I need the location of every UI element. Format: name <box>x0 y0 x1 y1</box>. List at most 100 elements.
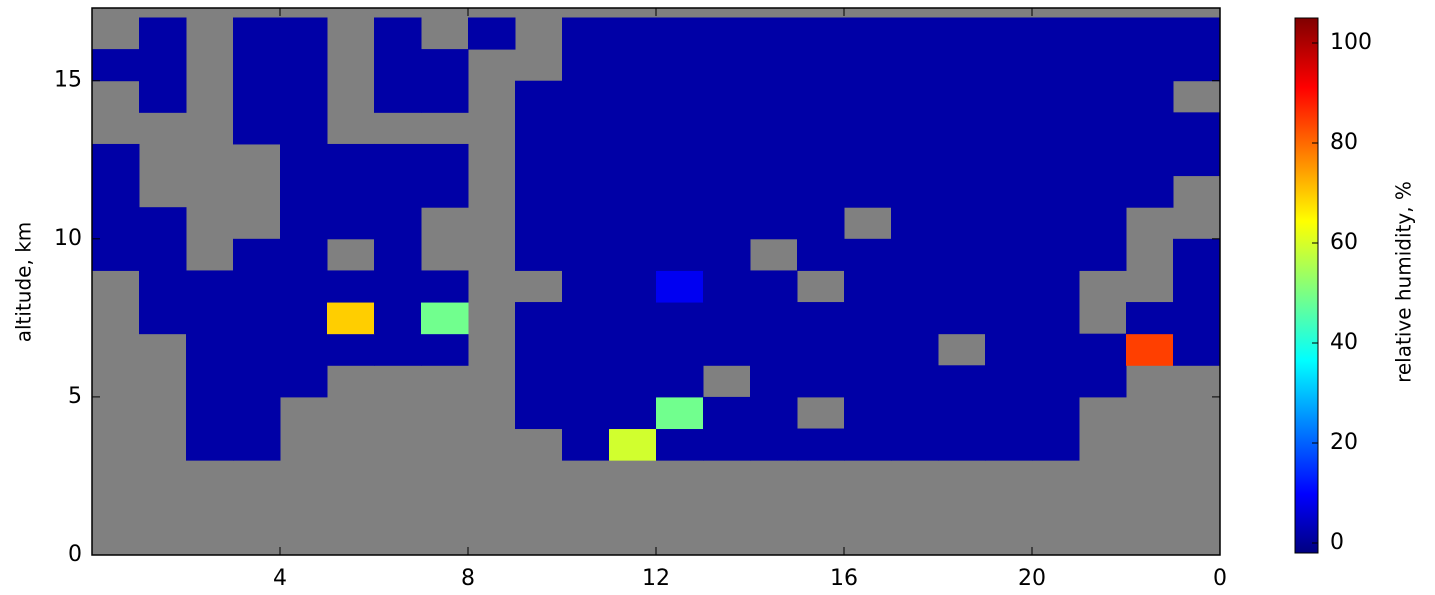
heatmap-cell <box>1032 17 1080 50</box>
heatmap-cell <box>844 428 892 461</box>
heatmap-cell <box>1032 80 1080 113</box>
heatmap-cell <box>750 333 798 366</box>
heatmap-cell <box>233 428 281 461</box>
x-tick-label: 4 <box>273 566 287 591</box>
heatmap-cell <box>327 207 375 240</box>
heatmap-cell <box>233 333 281 366</box>
heatmap-cell <box>421 302 469 335</box>
heatmap-cell <box>1032 175 1080 208</box>
heatmap-cell <box>609 143 657 177</box>
heatmap-cell <box>186 333 234 366</box>
heatmap-cell <box>609 49 657 82</box>
heatmap-cell <box>891 207 939 240</box>
heatmap-cell <box>1126 112 1174 145</box>
heatmap-cell <box>92 49 140 82</box>
heatmap-cell <box>750 80 798 113</box>
heatmap-cell <box>233 112 281 145</box>
y-tick-label: 15 <box>54 68 82 93</box>
heatmap-cell <box>562 207 610 240</box>
heatmap-cell <box>656 270 704 303</box>
heatmap-cell <box>233 365 281 398</box>
heatmap-cell <box>703 17 751 50</box>
heatmap-cell <box>703 207 751 240</box>
heatmap-cell <box>1032 365 1080 398</box>
heatmap-cell <box>750 270 798 303</box>
heatmap-cell <box>750 302 798 335</box>
heatmap-cell <box>186 270 234 303</box>
heatmap-cell <box>891 333 939 366</box>
heatmap-cell <box>656 112 704 145</box>
heatmap-cell <box>421 80 469 113</box>
heatmap-cell <box>1079 333 1127 366</box>
heatmap-cell <box>656 207 704 240</box>
heatmap-cell <box>797 17 845 50</box>
heatmap-cell <box>609 428 657 461</box>
heatmap-cell <box>844 143 892 177</box>
heatmap-cell <box>656 302 704 335</box>
heatmap-cell <box>233 270 281 303</box>
heatmap-cell <box>139 49 187 82</box>
heatmap-cell <box>139 270 187 303</box>
x-tick-label: 20 <box>1018 566 1046 591</box>
heatmap-cell <box>280 365 328 398</box>
heatmap-cell <box>938 175 986 208</box>
heatmap-cell <box>750 207 798 240</box>
heatmap-cell <box>844 112 892 145</box>
heatmap-cell <box>891 302 939 335</box>
x-tick-label: 8 <box>461 566 475 591</box>
heatmap-cell <box>985 49 1033 82</box>
heatmap-cell <box>938 302 986 335</box>
heatmap-cell <box>938 17 986 50</box>
heatmap-cell <box>92 175 140 208</box>
heatmap-cell <box>92 143 140 177</box>
heatmap-cell <box>656 396 704 430</box>
heatmap-cell <box>421 270 469 303</box>
heatmap-cell <box>1126 49 1174 82</box>
heatmap-cell <box>92 238 140 271</box>
heatmap-cell <box>797 49 845 82</box>
heatmap-cell <box>844 396 892 430</box>
heatmap-cell <box>1126 143 1174 177</box>
heatmap-cell <box>703 302 751 335</box>
heatmap-cell <box>280 333 328 366</box>
heatmap-cell <box>750 428 798 461</box>
heatmap-cell <box>844 270 892 303</box>
heatmap-cell <box>1126 175 1174 208</box>
heatmap-cell <box>844 365 892 398</box>
heatmap-cell <box>703 238 751 271</box>
heatmap-cell <box>374 302 422 335</box>
heatmap-cell <box>797 80 845 113</box>
heatmap-cell <box>844 17 892 50</box>
heatmap-cell <box>938 112 986 145</box>
heatmap-cell <box>280 175 328 208</box>
heatmap-cell <box>562 396 610 430</box>
heatmap-cell <box>233 49 281 82</box>
heatmap-cell <box>985 365 1033 398</box>
x-tick-label: 12 <box>642 566 670 591</box>
heatmap-cell <box>280 207 328 240</box>
heatmap-cell <box>515 238 563 271</box>
heatmap-cell <box>515 302 563 335</box>
colorbar <box>1294 17 1319 554</box>
heatmap-cell <box>656 175 704 208</box>
heatmap-cell <box>938 238 986 271</box>
heatmap-cell <box>327 270 375 303</box>
heatmap-cell <box>985 270 1033 303</box>
heatmap-cell <box>280 17 328 50</box>
heatmap-cell <box>186 365 234 398</box>
heatmap-cell <box>750 365 798 398</box>
heatmap-cell <box>985 80 1033 113</box>
heatmap-cell <box>374 80 422 113</box>
heatmap-cell <box>891 49 939 82</box>
heatmap-cell <box>562 143 610 177</box>
heatmap-cell <box>1032 238 1080 271</box>
heatmap-cell <box>1079 49 1127 82</box>
heatmap-cell <box>750 396 798 430</box>
heatmap-cell <box>374 333 422 366</box>
heatmap-cell <box>280 238 328 271</box>
heatmap-cell <box>656 143 704 177</box>
heatmap-cell <box>1173 238 1221 271</box>
heatmap-cell <box>421 49 469 82</box>
heatmap-cell <box>891 365 939 398</box>
heatmap-cell <box>844 238 892 271</box>
